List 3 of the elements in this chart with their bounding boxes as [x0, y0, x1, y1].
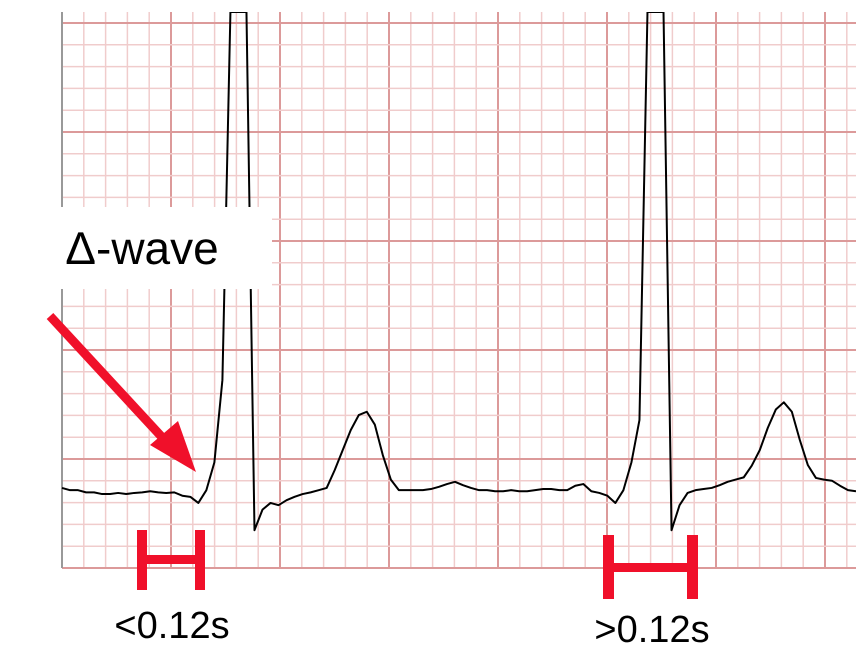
annotation: Δ-wave: [12, 207, 272, 289]
text: >0.12s: [593, 608, 711, 652]
text: <0.12s: [113, 604, 231, 648]
